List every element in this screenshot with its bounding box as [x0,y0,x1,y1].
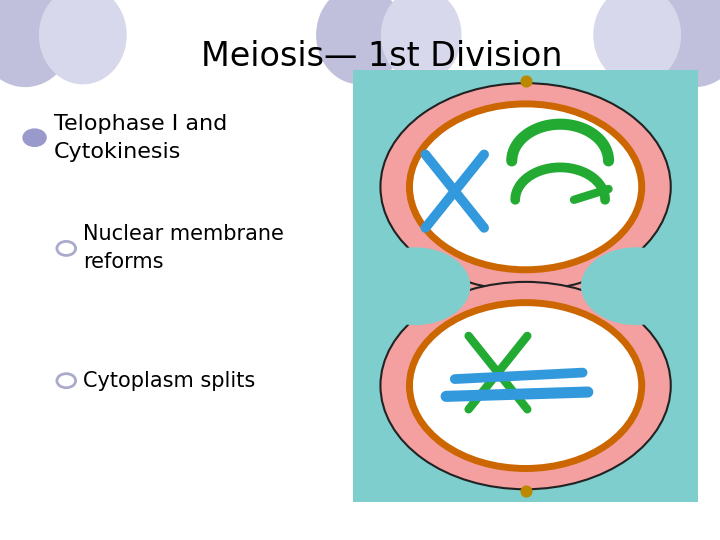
FancyBboxPatch shape [449,271,602,301]
Ellipse shape [380,282,671,489]
Circle shape [23,129,46,146]
Text: Cytoplasm splits: Cytoplasm splits [83,370,255,391]
Ellipse shape [410,104,642,270]
Ellipse shape [0,0,72,86]
Text: Meiosis— 1st Division: Meiosis— 1st Division [201,40,562,73]
Ellipse shape [317,0,403,84]
Text: Telophase I and
Cytokinesis: Telophase I and Cytokinesis [54,114,228,161]
Ellipse shape [382,0,461,81]
Ellipse shape [648,0,720,86]
Ellipse shape [410,302,642,469]
Ellipse shape [380,83,671,291]
Point [520,487,531,496]
Ellipse shape [594,0,680,84]
Ellipse shape [360,247,470,325]
Point [520,77,531,85]
Ellipse shape [581,247,691,325]
FancyBboxPatch shape [353,70,698,502]
Text: Nuclear membrane
reforms: Nuclear membrane reforms [83,225,284,272]
Ellipse shape [40,0,126,84]
